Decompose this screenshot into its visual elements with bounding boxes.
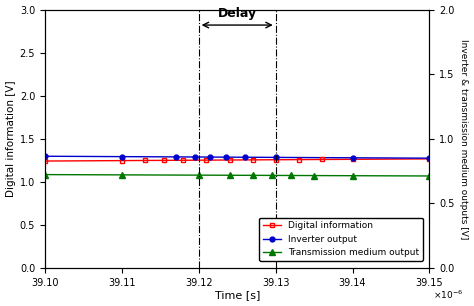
X-axis label: Time [s]: Time [s]: [215, 290, 260, 300]
Text: Delay: Delay: [218, 7, 257, 20]
Legend: Digital information, Inverter output, Transmission medium output: Digital information, Inverter output, Tr…: [259, 218, 423, 261]
Y-axis label: Digital information [V]: Digital information [V]: [6, 80, 16, 197]
Text: $\times10^{-6}$: $\times10^{-6}$: [433, 289, 464, 301]
Y-axis label: Inverter & transmission medium outputs [V]: Inverter & transmission medium outputs […: [459, 39, 468, 239]
